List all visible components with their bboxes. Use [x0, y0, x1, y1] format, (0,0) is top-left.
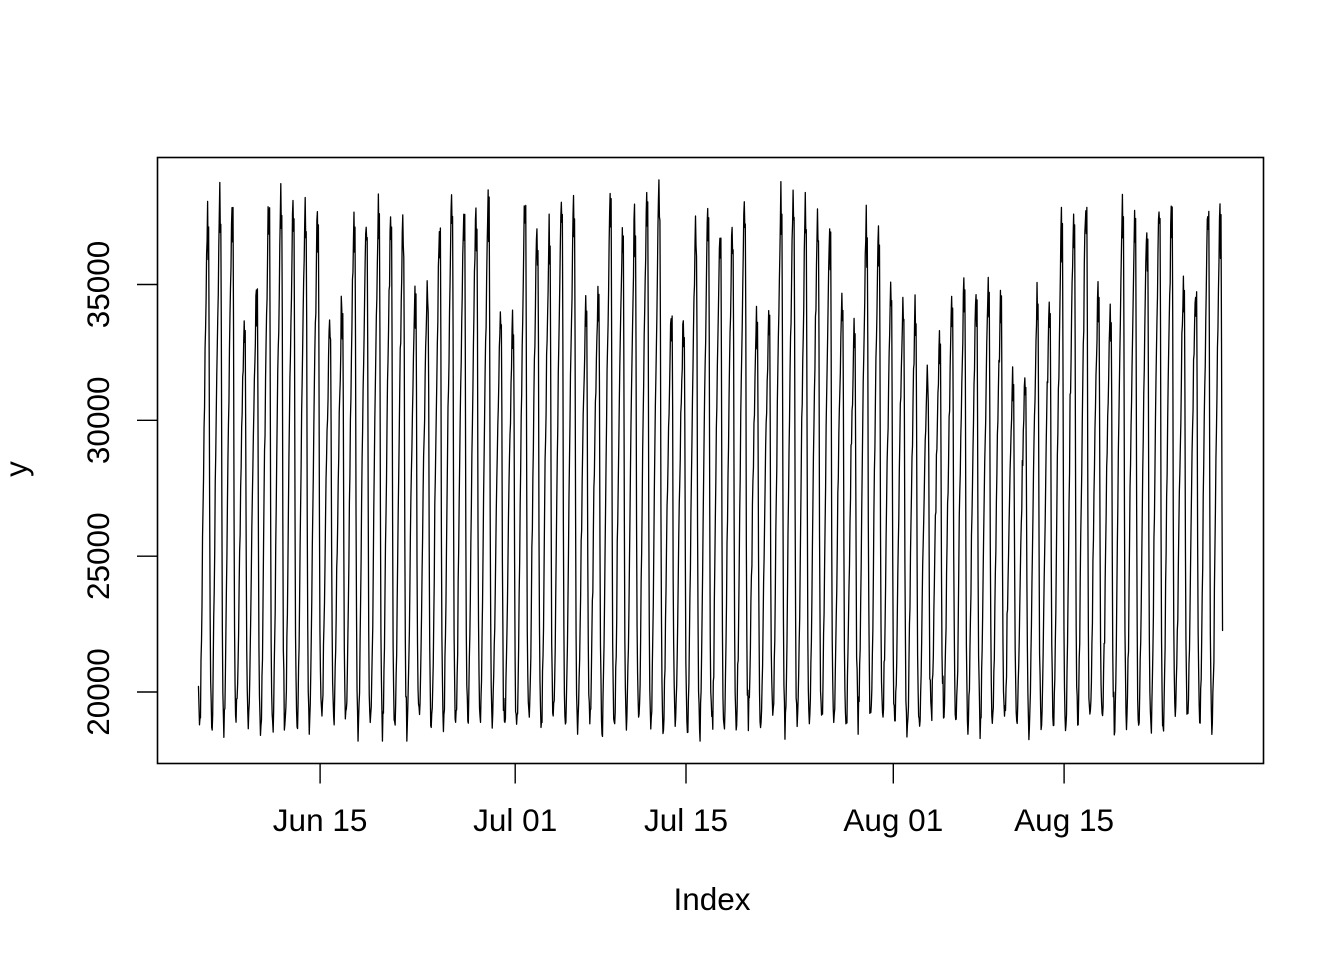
svg-text:25000: 25000 — [80, 512, 116, 600]
svg-text:y: y — [0, 461, 34, 477]
svg-text:Jul 15: Jul 15 — [644, 802, 728, 838]
svg-text:30000: 30000 — [80, 376, 116, 464]
svg-text:35000: 35000 — [80, 241, 116, 329]
svg-text:Aug 15: Aug 15 — [1014, 802, 1114, 838]
svg-text:Index: Index — [673, 881, 750, 917]
svg-text:20000: 20000 — [80, 648, 116, 736]
svg-text:Jun 15: Jun 15 — [273, 802, 368, 838]
svg-text:Aug 01: Aug 01 — [843, 802, 943, 838]
svg-text:Jul 01: Jul 01 — [473, 802, 557, 838]
